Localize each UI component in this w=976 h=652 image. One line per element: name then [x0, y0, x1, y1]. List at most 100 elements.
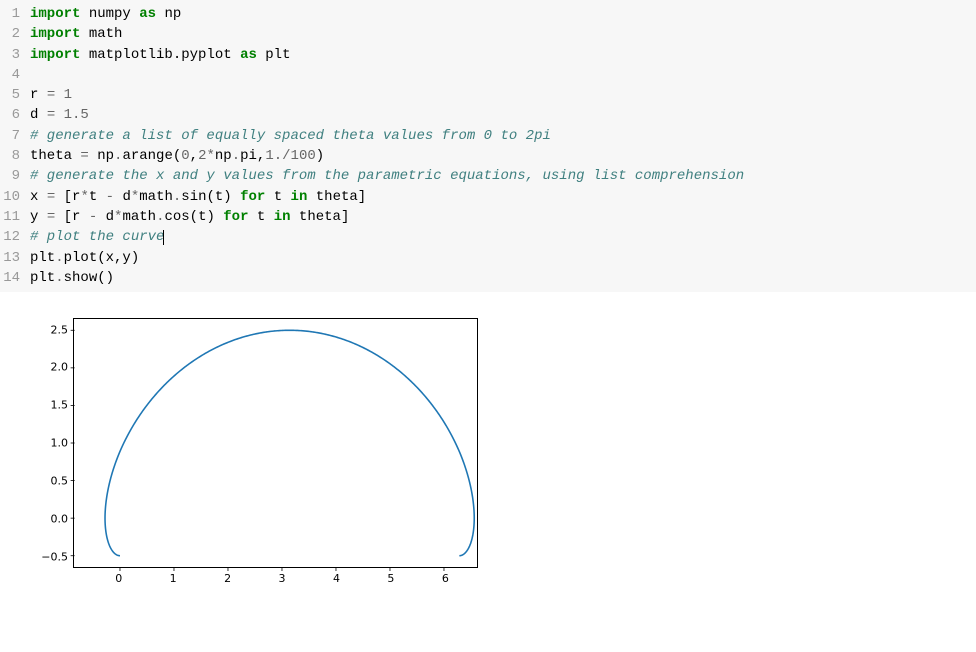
- code-token: numpy: [80, 6, 139, 22]
- code-token: .: [55, 270, 63, 286]
- x-tick-label: 1: [170, 572, 177, 585]
- code-token: d: [30, 107, 47, 123]
- code-line[interactable]: 6d = 1.5: [0, 105, 976, 125]
- code-token: import: [30, 26, 80, 42]
- line-number: 5: [0, 85, 30, 105]
- code-content[interactable]: import numpy as np: [30, 4, 976, 24]
- x-tick-label: 6: [442, 572, 449, 585]
- line-number: 2: [0, 24, 30, 44]
- code-token: x: [30, 189, 47, 205]
- code-token: [r: [55, 209, 89, 225]
- y-tick-label: 0.0: [51, 512, 69, 525]
- line-number: 4: [0, 65, 30, 85]
- code-token: in: [291, 189, 308, 205]
- code-token: 0: [181, 148, 189, 164]
- code-line[interactable]: 5r = 1: [0, 85, 976, 105]
- code-token: [55, 107, 63, 123]
- code-line[interactable]: 8theta = np.arange(0,2*np.pi,1./100): [0, 146, 976, 166]
- code-token: for: [223, 209, 248, 225]
- line-number: 8: [0, 146, 30, 166]
- x-tick-label: 5: [387, 572, 394, 585]
- code-line[interactable]: 9# generate the x and y values from the …: [0, 166, 976, 186]
- code-token: plot(x,y): [64, 250, 140, 266]
- code-content[interactable]: d = 1.5: [30, 105, 976, 125]
- code-token: *: [80, 189, 88, 205]
- code-content[interactable]: plt.plot(x,y): [30, 248, 976, 268]
- code-token: np: [89, 148, 114, 164]
- code-line[interactable]: 4: [0, 65, 976, 85]
- code-content[interactable]: [30, 65, 976, 85]
- code-content[interactable]: # generate the x and y values from the p…: [30, 166, 976, 186]
- code-token: [r: [55, 189, 80, 205]
- code-token: as: [139, 6, 156, 22]
- code-token: theta]: [291, 209, 350, 225]
- code-token: arange(: [122, 148, 181, 164]
- code-token: np: [215, 148, 232, 164]
- code-token: r: [30, 87, 47, 103]
- code-token: cos(t): [164, 209, 223, 225]
- code-token: math: [139, 189, 173, 205]
- code-token: =: [80, 148, 88, 164]
- code-token: t: [249, 209, 274, 225]
- code-token: np: [156, 6, 181, 22]
- code-line[interactable]: 10x = [r*t - d*math.sin(t) for t in thet…: [0, 187, 976, 207]
- line-number: 10: [0, 187, 30, 207]
- code-token: [55, 87, 63, 103]
- line-number: 14: [0, 268, 30, 288]
- x-tick-label: 0: [115, 572, 122, 585]
- code-token: 1: [64, 87, 72, 103]
- code-token: -: [89, 209, 97, 225]
- code-token: import: [30, 6, 80, 22]
- line-number: 9: [0, 166, 30, 186]
- code-content[interactable]: import matplotlib.pyplot as plt: [30, 45, 976, 65]
- code-content[interactable]: x = [r*t - d*math.sin(t) for t in theta]: [30, 187, 976, 207]
- code-token: ,: [190, 148, 198, 164]
- y-tick-label: 2.5: [51, 323, 69, 336]
- code-token: for: [240, 189, 265, 205]
- code-line[interactable]: 3import matplotlib.pyplot as plt: [0, 45, 976, 65]
- code-token: t: [265, 189, 290, 205]
- code-content[interactable]: import math: [30, 24, 976, 44]
- code-token: *: [206, 148, 214, 164]
- code-token: 100: [291, 148, 316, 164]
- code-token: plt: [30, 250, 55, 266]
- code-content[interactable]: theta = np.arange(0,2*np.pi,1./100): [30, 146, 976, 166]
- matplotlib-output: −0.50.00.51.01.52.02.5 0123456: [18, 310, 498, 610]
- code-line[interactable]: 12# plot the curve: [0, 227, 976, 247]
- code-content[interactable]: # plot the curve: [30, 227, 976, 247]
- code-line[interactable]: 11y = [r - d*math.cos(t) for t in theta]: [0, 207, 976, 227]
- code-content[interactable]: plt.show(): [30, 268, 976, 288]
- code-line[interactable]: 2import math: [0, 24, 976, 44]
- code-token: 1.5: [64, 107, 89, 123]
- plot-line: [105, 330, 474, 555]
- line-number: 13: [0, 248, 30, 268]
- x-tick-label: 4: [333, 572, 340, 585]
- code-line[interactable]: 14plt.show(): [0, 268, 976, 288]
- code-token: # generate the x and y values from the p…: [30, 168, 744, 184]
- code-token: =: [47, 87, 55, 103]
- code-content[interactable]: y = [r - d*math.cos(t) for t in theta]: [30, 207, 976, 227]
- code-content[interactable]: r = 1: [30, 85, 976, 105]
- code-token: d: [114, 189, 131, 205]
- code-token: -: [106, 189, 114, 205]
- code-token: pi,: [240, 148, 265, 164]
- code-token: math: [122, 209, 156, 225]
- code-token: # generate a list of equally spaced thet…: [30, 128, 551, 144]
- code-content[interactable]: # generate a list of equally spaced thet…: [30, 126, 976, 146]
- code-line[interactable]: 1import numpy as np: [0, 4, 976, 24]
- code-token: /: [282, 148, 290, 164]
- y-tick-label: 0.5: [51, 475, 69, 488]
- code-line[interactable]: 13plt.plot(x,y): [0, 248, 976, 268]
- code-token: sin(t): [181, 189, 240, 205]
- line-number: 11: [0, 207, 30, 227]
- code-token: theta]: [307, 189, 366, 205]
- y-tick-label: 2.0: [51, 361, 69, 374]
- code-token: y: [30, 209, 47, 225]
- line-number: 7: [0, 126, 30, 146]
- code-editor[interactable]: 1import numpy as np2import math3import m…: [0, 0, 976, 292]
- line-number: 6: [0, 105, 30, 125]
- code-token: as: [240, 47, 257, 63]
- code-line[interactable]: 7# generate a list of equally spaced the…: [0, 126, 976, 146]
- code-token: plt: [257, 47, 291, 63]
- x-tick-label: 3: [279, 572, 286, 585]
